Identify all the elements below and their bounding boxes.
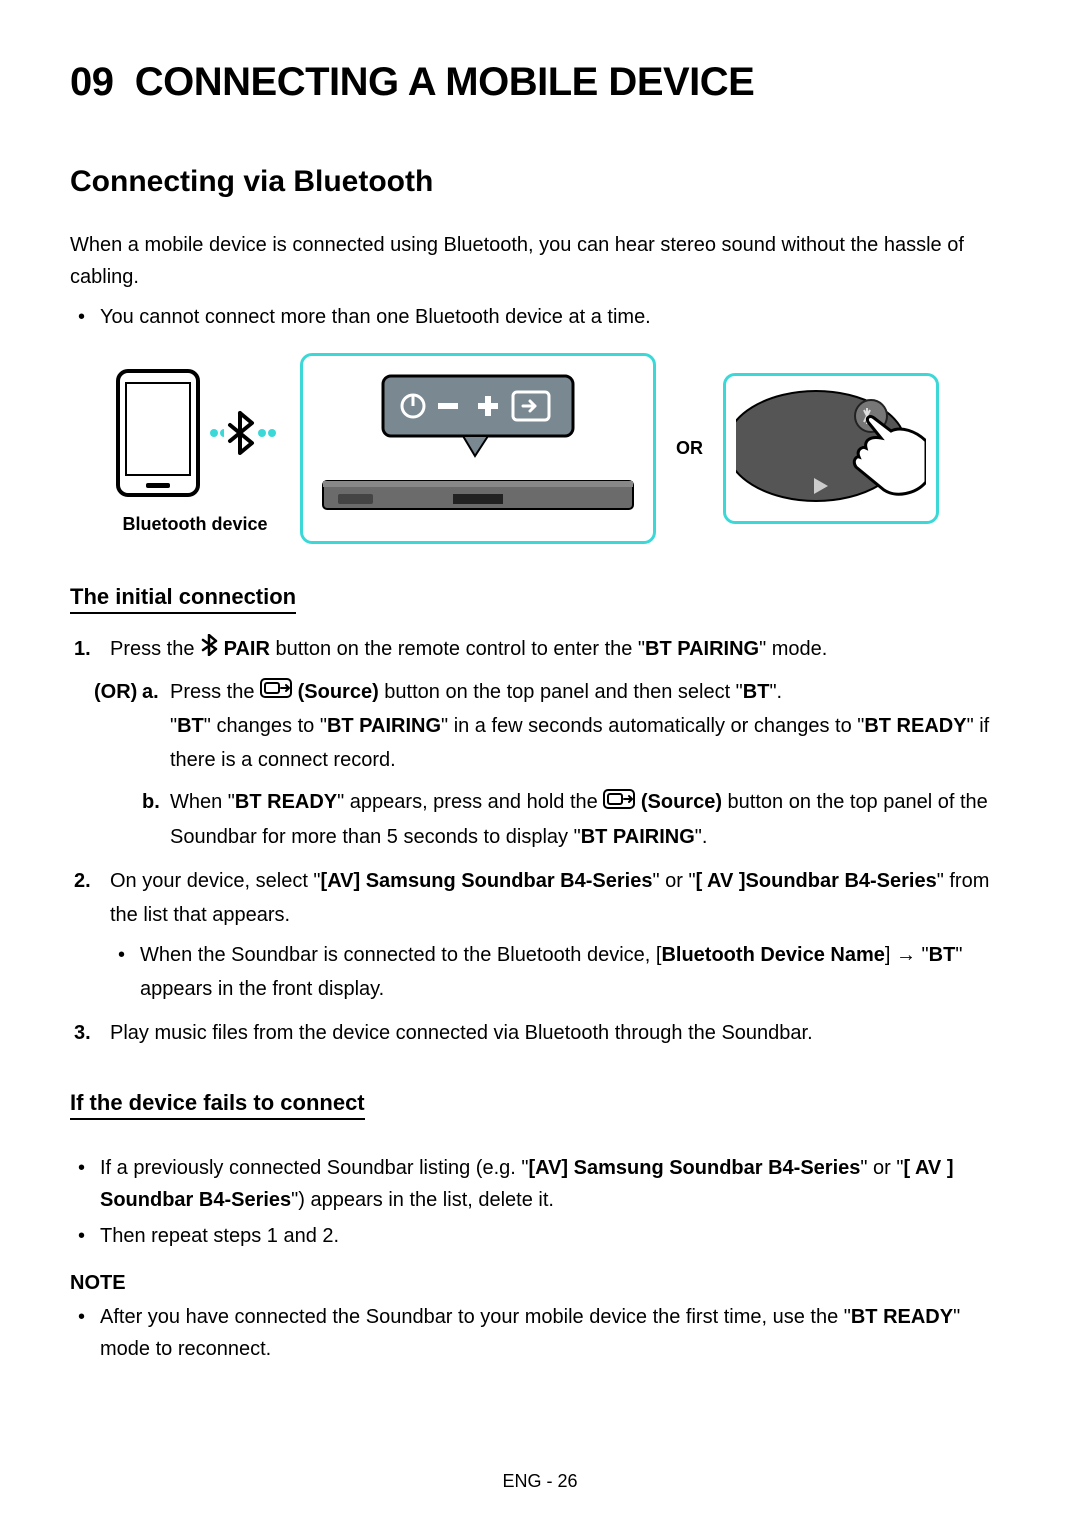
section-title: Connecting via Bluetooth xyxy=(70,165,1010,199)
note-heading: NOTE xyxy=(70,1272,1010,1295)
chapter-name: CONNECTING A MOBILE DEVICE xyxy=(135,60,755,104)
step-number: 2. xyxy=(74,864,91,898)
substep-letter: a. xyxy=(142,675,159,709)
diagram-row: ✱ * Bluetooth device xyxy=(110,353,1010,544)
fails-bullets: If a previously connected Soundbar listi… xyxy=(70,1152,1010,1252)
phone-icon: ✱ * xyxy=(110,490,280,507)
source-icon xyxy=(260,675,292,709)
bluetooth-icon xyxy=(200,633,218,667)
intro-bullets: You cannot connect more than one Bluetoo… xyxy=(70,301,1010,333)
source-icon xyxy=(603,786,635,820)
note-bullets: After you have connected the Soundbar to… xyxy=(70,1301,1010,1365)
fails-bullet-2: Then repeat steps 1 and 2. xyxy=(100,1220,1010,1252)
step-2: 2. On your device, select "[AV] Samsung … xyxy=(110,864,1010,1006)
or-label: OR xyxy=(676,438,703,459)
page-footer: ENG - 26 xyxy=(0,1471,1080,1492)
step2-bullets: When the Soundbar is connected to the Bl… xyxy=(110,938,1010,1006)
step-number: 3. xyxy=(74,1016,91,1050)
substeps: (OR) a. Press the (Source) button on the… xyxy=(110,675,1010,854)
substep-b: b. When "BT READY" appears, press and ho… xyxy=(170,785,1010,854)
step1-text: Press the PAIR button on the remote cont… xyxy=(110,638,827,660)
step-3: 3. Play music files from the device conn… xyxy=(110,1016,1010,1050)
soundbar-callout xyxy=(300,353,656,544)
substep-letter: b. xyxy=(142,785,160,819)
fails-bullet-1: If a previously connected Soundbar listi… xyxy=(100,1152,1010,1216)
substep-a: (OR) a. Press the (Source) button on the… xyxy=(170,675,1010,778)
step-number: 1. xyxy=(74,632,91,666)
initial-connection-section: The initial connection 1. Press the PAIR… xyxy=(70,574,1010,1050)
note-bullet: After you have connected the Soundbar to… xyxy=(100,1301,1010,1365)
chapter-number: 09 xyxy=(70,60,114,104)
bluetooth-device-figure: ✱ * Bluetooth device xyxy=(110,363,280,535)
initial-connection-heading: The initial connection xyxy=(70,584,296,614)
intro-bullet-item: You cannot connect more than one Bluetoo… xyxy=(100,301,1010,333)
fails-heading: If the device fails to connect xyxy=(70,1090,365,1120)
remote-callout xyxy=(723,373,939,524)
note-section: NOTE After you have connected the Soundb… xyxy=(70,1272,1010,1365)
fails-section: If the device fails to connect If a prev… xyxy=(70,1080,1010,1252)
remote-hand-icon xyxy=(736,386,926,506)
or-aside-label: (OR) xyxy=(94,675,137,709)
soundbar-icon xyxy=(313,366,643,526)
step-1: 1. Press the PAIR button on the remote c… xyxy=(110,632,1010,854)
callout-group: OR xyxy=(300,353,939,544)
step2-bullet: When the Soundbar is connected to the Bl… xyxy=(140,938,1010,1006)
intro-text: When a mobile device is connected using … xyxy=(70,229,1010,293)
bluetooth-device-label: Bluetooth device xyxy=(110,514,280,535)
chapter-title: 09 CONNECTING A MOBILE DEVICE xyxy=(70,60,1010,105)
steps-list: 1. Press the PAIR button on the remote c… xyxy=(70,632,1010,1050)
